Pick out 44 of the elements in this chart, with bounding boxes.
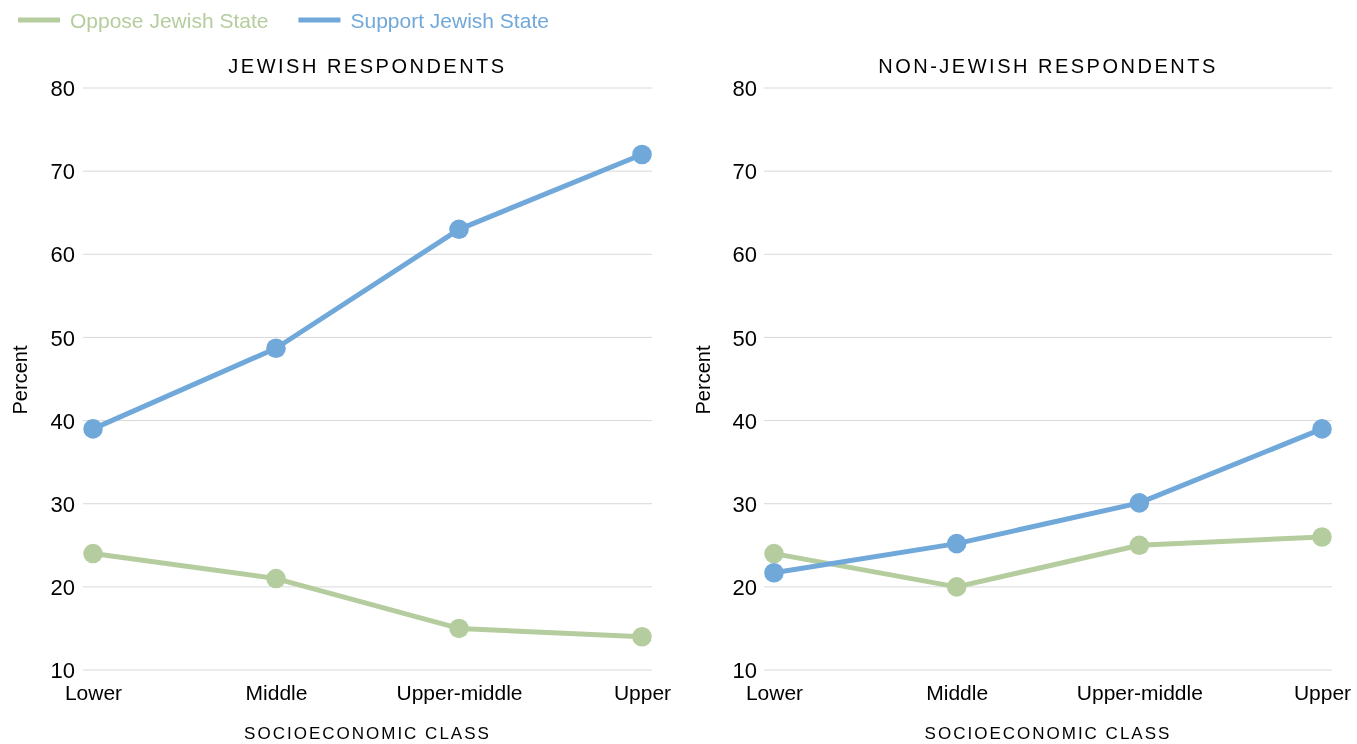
y-tick-label: 70 [732, 159, 757, 185]
point [266, 568, 286, 589]
chart-title: JEWISH RESPONDENTS [228, 55, 507, 77]
point [946, 533, 967, 554]
chart-title: NON-JEWISH RESPONDENTS [878, 55, 1218, 77]
y-tick-label: 80 [732, 76, 757, 102]
x-axis-title: SOCIOECONOMIC CLASS [924, 724, 1172, 743]
point [764, 543, 784, 564]
y-tick-label: 50 [50, 325, 75, 351]
point [1129, 535, 1150, 556]
point [632, 626, 652, 647]
x-tick-label: Middle [245, 680, 308, 704]
y-tick-label: 60 [50, 242, 75, 268]
y-tick-label: 20 [732, 575, 757, 601]
point [449, 618, 469, 639]
x-tick-label: Upper [1293, 680, 1352, 704]
y-tick-label: 30 [50, 491, 75, 517]
point [1312, 419, 1332, 439]
point [632, 144, 652, 165]
y-tick-label: 50 [732, 325, 757, 351]
x-tick-label: Upper-middle [396, 680, 523, 704]
y-tick-label: 40 [732, 408, 757, 434]
legend-label: Oppose Jewish State [70, 9, 269, 32]
point [1129, 493, 1150, 513]
x-axis-title: SOCIOECONOMIC CLASS [244, 724, 491, 743]
point [764, 562, 784, 583]
y-axis-title: Percent [692, 345, 714, 415]
y-tick-label: 80 [50, 76, 75, 102]
y-tick-label: 60 [732, 242, 757, 268]
point [946, 577, 967, 597]
y-tick-label: 30 [732, 491, 757, 517]
y-axis-title: Percent [9, 345, 31, 415]
point [449, 219, 469, 240]
x-tick-label: Middle [926, 680, 989, 704]
point [83, 419, 103, 439]
x-tick-label: Upper [613, 680, 672, 704]
y-tick-label: 70 [50, 159, 75, 185]
legend-label: Support Jewish State [350, 9, 549, 32]
point [1312, 527, 1332, 547]
x-tick-label: Upper-middle [1076, 680, 1203, 704]
point [266, 338, 286, 358]
y-tick-label: 20 [50, 575, 75, 601]
y-tick-label: 40 [50, 408, 75, 434]
point [83, 543, 103, 564]
